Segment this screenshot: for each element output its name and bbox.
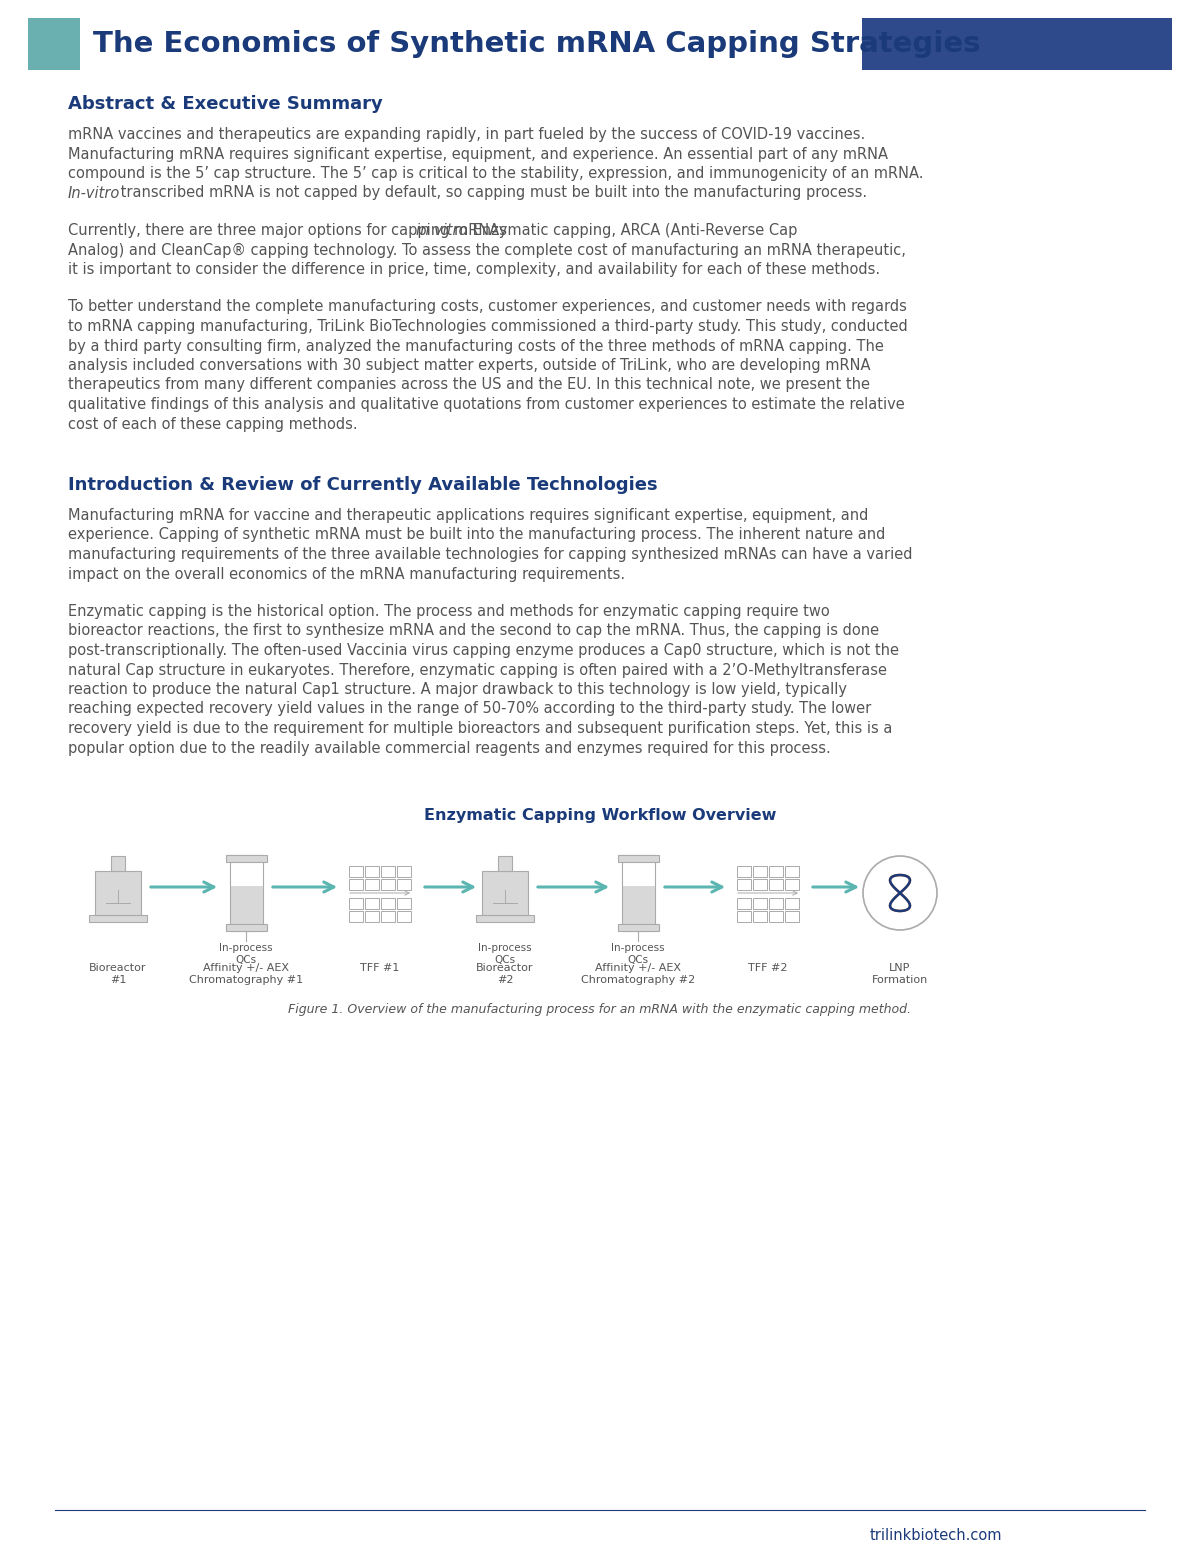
Bar: [0, 19, 1200, 70]
Text: to mRNA capping manufacturing, TriLink BioTechnologies commissioned a third-part: to mRNA capping manufacturing, TriLink B…: [68, 319, 907, 334]
Text: compound is the 5’ cap structure. The 5’ cap is critical to the stability, expre: compound is the 5’ cap structure. The 5’…: [68, 166, 924, 180]
Bar: [622, 855, 654, 931]
Bar: [229, 855, 263, 931]
Bar: [365, 879, 379, 889]
Text: mRNA vaccines and therapeutics are expanding rapidly, in part fueled by the succ: mRNA vaccines and therapeutics are expan…: [68, 128, 865, 142]
Text: post-transcriptionally. The often-used Vaccinia virus capping enzyme produces a : post-transcriptionally. The often-used V…: [68, 644, 899, 658]
Text: Affinity +/- AEX
Chromatography #2: Affinity +/- AEX Chromatography #2: [581, 963, 695, 984]
Bar: [365, 911, 379, 922]
Bar: [498, 855, 512, 871]
Text: transcribed mRNA is not capped by default, so capping must be built into the man: transcribed mRNA is not capped by defaul…: [116, 185, 868, 201]
Bar: [349, 897, 364, 910]
Text: Introduction & Review of Currently Available Technologies: Introduction & Review of Currently Avail…: [68, 476, 658, 494]
Bar: [397, 897, 410, 910]
Text: LNP
Formation: LNP Formation: [872, 963, 928, 984]
Bar: [618, 924, 659, 931]
Text: Figure 1. Overview of the manufacturing process for an mRNA with the enzymatic c: Figure 1. Overview of the manufacturing …: [288, 1003, 912, 1015]
Bar: [226, 924, 266, 931]
Text: In-vitro: In-vitro: [68, 185, 120, 201]
Bar: [382, 879, 395, 889]
Text: impact on the overall economics of the mRNA manufacturing requirements.: impact on the overall economics of the m…: [68, 566, 625, 582]
Bar: [618, 855, 659, 861]
Bar: [397, 866, 410, 877]
Text: Manufacturing mRNA for vaccine and therapeutic applications requires significant: Manufacturing mRNA for vaccine and thera…: [68, 508, 869, 522]
Text: To better understand the complete manufacturing costs, customer experiences, and: To better understand the complete manufa…: [68, 300, 907, 314]
Bar: [476, 914, 534, 922]
Text: in vitro: in vitro: [416, 222, 468, 238]
Bar: [862, 19, 1172, 70]
Bar: [769, 879, 784, 889]
Text: Enzymatic capping is the historical option. The process and methods for enzymati: Enzymatic capping is the historical opti…: [68, 603, 829, 619]
Bar: [365, 866, 379, 877]
Bar: [349, 911, 364, 922]
Bar: [622, 886, 654, 924]
Bar: [754, 866, 767, 877]
Text: Affinity +/- AEX
Chromatography #1: Affinity +/- AEX Chromatography #1: [188, 963, 304, 984]
Bar: [349, 879, 364, 889]
Bar: [737, 879, 751, 889]
Text: Bioreactor
#1: Bioreactor #1: [89, 963, 146, 984]
Text: experience. Capping of synthetic mRNA must be built into the manufacturing proce: experience. Capping of synthetic mRNA mu…: [68, 527, 886, 543]
Bar: [769, 866, 784, 877]
Text: natural Cap structure in eukaryotes. Therefore, enzymatic capping is often paire: natural Cap structure in eukaryotes. The…: [68, 662, 887, 678]
Bar: [349, 866, 364, 877]
Text: Analog) and CleanCap® capping technology. To assess the complete cost of manufac: Analog) and CleanCap® capping technology…: [68, 243, 906, 258]
Text: reaching expected recovery yield values in the range of 50-70% according to the : reaching expected recovery yield values …: [68, 701, 871, 717]
Text: it is important to consider the difference in price, time, complexity, and avail: it is important to consider the differen…: [68, 261, 880, 277]
Text: popular option due to the readily available commercial reagents and enzymes requ: popular option due to the readily availa…: [68, 740, 830, 756]
Bar: [754, 879, 767, 889]
Text: Bioreactor
#2: Bioreactor #2: [476, 963, 534, 984]
Bar: [382, 866, 395, 877]
Text: The Economics of Synthetic mRNA Capping Strategies: The Economics of Synthetic mRNA Capping …: [94, 30, 980, 58]
Bar: [737, 911, 751, 922]
Text: Currently, there are three major options for capping mRNAs: Currently, there are three major options…: [68, 222, 511, 238]
Text: by a third party consulting firm, analyzed the manufacturing costs of the three : by a third party consulting firm, analyz…: [68, 339, 884, 353]
Bar: [95, 871, 142, 914]
Circle shape: [863, 855, 937, 930]
Bar: [28, 19, 80, 70]
Bar: [754, 911, 767, 922]
Bar: [482, 871, 528, 914]
Text: In-process
QCs: In-process QCs: [220, 942, 272, 964]
Text: TFF #1: TFF #1: [360, 963, 400, 973]
Text: Enzymatic Capping Workflow Overview: Enzymatic Capping Workflow Overview: [424, 809, 776, 823]
Bar: [769, 897, 784, 910]
Bar: [382, 911, 395, 922]
Text: cost of each of these capping methods.: cost of each of these capping methods.: [68, 417, 358, 431]
Text: In-process
QCs: In-process QCs: [611, 942, 665, 964]
Bar: [785, 911, 799, 922]
Bar: [382, 897, 395, 910]
Bar: [769, 911, 784, 922]
Bar: [785, 879, 799, 889]
Bar: [397, 879, 410, 889]
Bar: [89, 914, 148, 922]
Text: : Enzymatic capping, ARCA (Anti-Reverse Cap: : Enzymatic capping, ARCA (Anti-Reverse …: [463, 222, 798, 238]
Text: recovery yield is due to the requirement for multiple bioreactors and subsequent: recovery yield is due to the requirement…: [68, 722, 893, 736]
Text: TFF #2: TFF #2: [749, 963, 787, 973]
Text: reaction to produce the natural Cap1 structure. A major drawback to this technol: reaction to produce the natural Cap1 str…: [68, 683, 847, 697]
Text: analysis included conversations with 30 subject matter experts, outside of TriLi: analysis included conversations with 30 …: [68, 358, 870, 373]
Bar: [785, 897, 799, 910]
Bar: [737, 897, 751, 910]
Text: Abstract & Executive Summary: Abstract & Executive Summary: [68, 95, 383, 114]
Text: trilinkbiotech.com: trilinkbiotech.com: [870, 1529, 1002, 1543]
Bar: [110, 855, 125, 871]
Bar: [737, 866, 751, 877]
Text: In-process
QCs: In-process QCs: [478, 942, 532, 964]
Bar: [365, 897, 379, 910]
Bar: [229, 886, 263, 924]
Text: bioreactor reactions, the first to synthesize mRNA and the second to cap the mRN: bioreactor reactions, the first to synth…: [68, 624, 880, 639]
Bar: [397, 911, 410, 922]
Text: Manufacturing mRNA requires significant expertise, equipment, and experience. An: Manufacturing mRNA requires significant …: [68, 146, 888, 162]
Bar: [226, 855, 266, 861]
Bar: [785, 866, 799, 877]
Text: therapeutics from many different companies across the US and the EU. In this tec: therapeutics from many different compani…: [68, 378, 870, 392]
Bar: [754, 897, 767, 910]
Text: manufacturing requirements of the three available technologies for capping synth: manufacturing requirements of the three …: [68, 547, 912, 561]
Text: qualitative findings of this analysis and qualitative quotations from customer e: qualitative findings of this analysis an…: [68, 397, 905, 412]
